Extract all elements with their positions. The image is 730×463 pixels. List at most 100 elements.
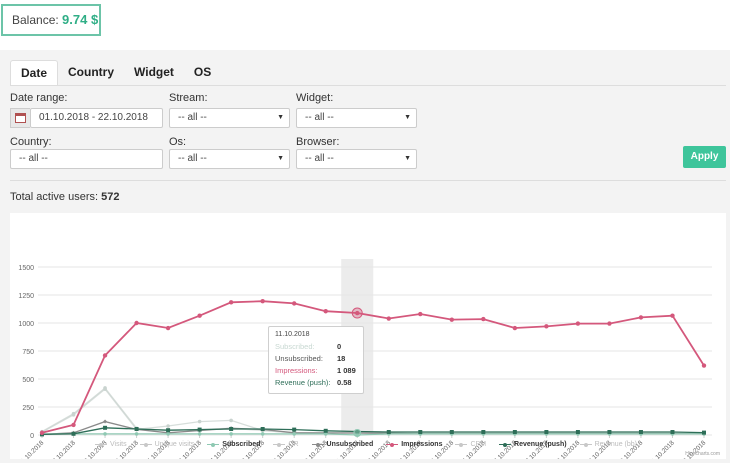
legend-item[interactable]: CR <box>273 441 299 448</box>
data-point-impressions <box>512 325 518 331</box>
data-point-impressions <box>418 311 423 317</box>
legend-item[interactable]: Impressions <box>386 441 442 448</box>
legend-item[interactable]: CPM <box>455 441 486 448</box>
legend-item[interactable]: Unsubscribed <box>311 441 374 448</box>
legend-label: Unique visits <box>154 441 195 448</box>
browser-select-value: -- all -- <box>305 153 334 164</box>
apply-button[interactable]: Apply <box>683 146 726 168</box>
x-tick-label: 21.10.2018 <box>648 439 676 459</box>
browser-select[interactable]: -- all -- ▼ <box>296 149 417 169</box>
data-point-unique-visits <box>71 413 76 417</box>
legend-symbol <box>273 442 286 448</box>
tab-os[interactable]: OS <box>193 65 212 79</box>
data-point-impressions <box>260 298 265 304</box>
statistics-chart: 0 250 500 750 1000 1250 1500 01.10.2018 02.10.20… <box>10 213 726 459</box>
total-active-users-label: Total active users: <box>10 191 99 203</box>
legend-item[interactable]: Visits <box>95 441 127 448</box>
legend-symbol <box>207 442 220 448</box>
data-point-impressions <box>544 324 549 329</box>
legend-item[interactable]: Unique visits <box>139 441 195 448</box>
tab-date[interactable]: Date <box>10 60 59 86</box>
data-point-impressions <box>228 300 234 305</box>
data-point-impressions <box>701 363 707 368</box>
tooltip-date: 11.10.2018 <box>275 331 310 338</box>
data-point-subscribed <box>260 432 265 436</box>
data-point-impressions <box>386 316 391 321</box>
chart-svg: 0 250 500 750 1000 1250 1500 01.10.2018 02.10.20… <box>17 259 712 459</box>
stream-label: Stream: <box>169 92 208 104</box>
y-tick-label: 1250 <box>18 293 34 300</box>
os-select-value: -- all -- <box>178 153 207 164</box>
tooltip-row: Revenue (push): 0.58 <box>275 377 357 389</box>
data-point-impressions <box>323 309 328 314</box>
data-point-revenue-push <box>638 430 643 434</box>
data-point-revenue-push <box>702 430 706 435</box>
hovered-point <box>353 429 362 437</box>
os-select[interactable]: -- all -- ▼ <box>169 149 290 169</box>
data-point-impressions <box>102 353 108 358</box>
data-point-revenue-push <box>134 427 139 431</box>
series-line-subscribed <box>42 433 704 436</box>
country-input[interactable]: -- all -- <box>10 149 163 169</box>
data-point-impressions <box>575 321 581 326</box>
date-range-label: Date range: <box>10 92 68 104</box>
tooltip-row-label: Subscribed: <box>275 342 315 351</box>
x-tick-label: 01.10.2018 <box>17 439 45 459</box>
data-point-revenue-push <box>260 427 265 431</box>
legend-item[interactable]: Revenue (push) <box>499 441 567 448</box>
data-point-revenue-push <box>292 427 297 432</box>
legend-symbol <box>386 442 399 448</box>
data-point-revenue-push <box>103 425 108 430</box>
chart-tooltip: 11.10.2018 Subscribed: 0 Unsubscribed: 1… <box>268 326 364 394</box>
tooltip-row-label: Revenue (push): <box>275 378 331 387</box>
chevron-down-icon: ▼ <box>277 155 284 162</box>
filters-divider <box>10 180 726 181</box>
balance-box: Balance: 9.74 $ <box>1 4 101 36</box>
chevron-down-icon: ▼ <box>404 114 411 121</box>
widget-select[interactable]: -- all -- ▼ <box>296 108 417 128</box>
legend-symbol <box>95 442 107 448</box>
widget-select-value: -- all -- <box>305 112 334 123</box>
tab-country[interactable]: Country <box>68 65 115 79</box>
total-active-users: Total active users: 572 <box>10 191 119 203</box>
data-point-revenue-push <box>418 430 423 434</box>
data-point-revenue-push <box>229 427 234 431</box>
data-point-impressions <box>165 325 171 331</box>
data-point-revenue-push <box>386 430 391 434</box>
legend-label: Revenue (bb) <box>594 441 637 448</box>
total-active-users-value: 572 <box>101 191 120 203</box>
data-point-revenue-push <box>544 430 549 434</box>
data-point-revenue-push <box>512 430 517 434</box>
tab-widget[interactable]: Widget <box>134 65 174 79</box>
data-point-impressions <box>291 301 297 306</box>
legend-symbol <box>455 442 468 448</box>
y-tick-label: 500 <box>22 377 34 384</box>
legend-symbol <box>579 442 592 448</box>
data-point-unsubscribed <box>103 419 108 424</box>
tooltip-row-value: 18 <box>337 354 346 363</box>
tooltip-row-label: Impressions: <box>275 366 318 375</box>
data-point-subscribed <box>323 432 328 436</box>
stream-select[interactable]: -- all -- ▼ <box>169 108 290 128</box>
tabs-divider <box>10 85 726 86</box>
data-point-revenue-push <box>670 430 675 434</box>
legend-label: Revenue (push) <box>514 441 567 448</box>
legend-label: Unsubscribed <box>326 441 374 448</box>
data-point-revenue-push <box>575 430 580 434</box>
data-point-subscribed <box>166 432 170 436</box>
data-point-unique-visits <box>166 424 170 428</box>
legend-label: Subscribed <box>222 441 261 448</box>
calendar-icon[interactable] <box>10 108 30 128</box>
data-point-revenue-push <box>323 428 328 433</box>
data-point-impressions <box>71 422 76 428</box>
data-point-impressions <box>670 313 675 318</box>
date-range-input[interactable]: 01.10.2018 - 22.10.2018 <box>30 108 163 128</box>
legend-symbol <box>139 442 152 448</box>
legend-label: CR <box>288 441 299 448</box>
legend-item[interactable]: Subscribed <box>207 441 260 448</box>
legend-item[interactable]: Revenue (bb) <box>579 441 637 448</box>
y-tick-label: 750 <box>22 349 34 356</box>
tooltip-row: Unsubscribed: 18 <box>275 353 357 365</box>
data-point-impressions <box>481 316 486 322</box>
data-point-subscribed <box>134 432 139 436</box>
